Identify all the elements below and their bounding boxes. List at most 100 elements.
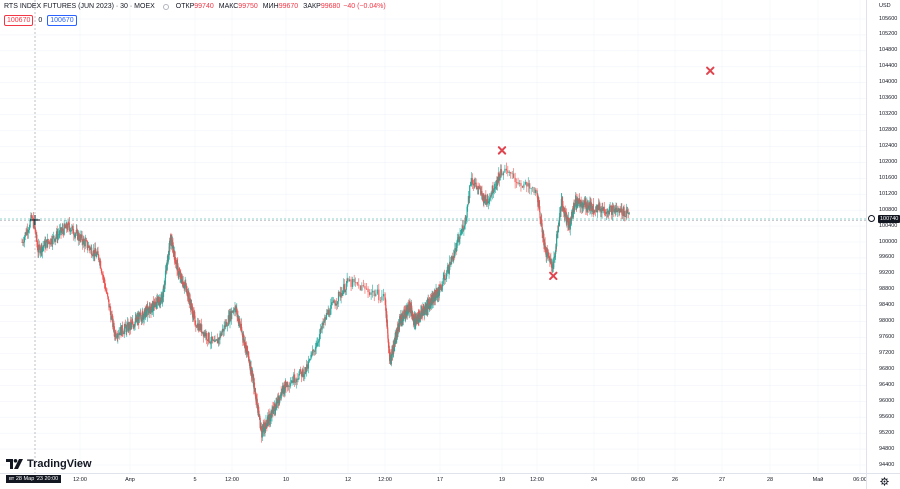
candle-body bbox=[580, 202, 583, 207]
candle-body bbox=[521, 185, 524, 188]
time-tick-label: Май bbox=[812, 477, 824, 483]
candle-body bbox=[523, 184, 525, 188]
price-scale[interactable]: USD 105600 105200 104800 104400 104000 103600… bbox=[866, 0, 900, 473]
candle-body bbox=[254, 389, 256, 394]
candle-body bbox=[265, 426, 268, 428]
candle-body bbox=[113, 323, 115, 332]
candle-body bbox=[451, 256, 453, 265]
candle-body bbox=[543, 243, 546, 247]
candle-body bbox=[158, 301, 161, 305]
candle-body bbox=[221, 328, 224, 333]
tradingview-logo[interactable]: TradingView bbox=[6, 458, 92, 470]
candle-body bbox=[240, 323, 242, 330]
candle-body bbox=[339, 291, 341, 298]
candle-body bbox=[234, 306, 236, 310]
candle-body bbox=[36, 242, 38, 246]
candle-body bbox=[454, 248, 456, 257]
candle-body bbox=[36, 234, 38, 243]
candle-body bbox=[263, 424, 266, 429]
candle-body bbox=[458, 238, 460, 242]
buy-button[interactable]: 100670 bbox=[47, 15, 77, 26]
candle-body bbox=[221, 332, 223, 336]
candle-body bbox=[114, 332, 116, 338]
candle-body bbox=[526, 181, 528, 187]
candle-body bbox=[332, 300, 334, 303]
sell-button[interactable]: 100670 bbox=[4, 15, 34, 26]
candle-body bbox=[517, 182, 519, 184]
candle-body bbox=[359, 285, 361, 291]
candle-body bbox=[272, 407, 275, 412]
candle-body bbox=[618, 208, 620, 213]
candle-body bbox=[80, 234, 83, 238]
candle-body bbox=[112, 323, 114, 327]
candle-body bbox=[213, 340, 215, 342]
candle-body bbox=[381, 296, 383, 301]
candle-body bbox=[627, 212, 629, 214]
price-tick-label: 104800 bbox=[879, 47, 898, 54]
candle-body bbox=[489, 197, 491, 202]
candle-body bbox=[590, 202, 592, 204]
candle-body bbox=[368, 292, 371, 295]
candle-body bbox=[25, 232, 27, 235]
candle-body bbox=[52, 235, 54, 237]
candle-body bbox=[546, 249, 548, 253]
candle-body bbox=[45, 242, 47, 249]
symbol-title[interactable]: RTS INDEX FUTURES (JUN 2023) · 30 · MOEX bbox=[4, 3, 155, 10]
candle-body bbox=[444, 279, 446, 281]
candle-body bbox=[315, 346, 317, 349]
candle-body bbox=[279, 396, 281, 400]
candle-body bbox=[527, 183, 529, 187]
candle-body bbox=[594, 210, 596, 212]
chart-pane[interactable]: RTS INDEX FUTURES (JUN 2023) · 30 · MOEX… bbox=[0, 0, 866, 473]
candle-body bbox=[256, 398, 258, 405]
candle-body bbox=[46, 240, 48, 248]
candle-body bbox=[362, 285, 365, 287]
candle-body bbox=[34, 227, 36, 230]
candle-body bbox=[96, 253, 98, 257]
candle-body bbox=[180, 274, 182, 280]
candle-body bbox=[74, 234, 76, 237]
candle-body bbox=[256, 396, 258, 399]
candle-body bbox=[199, 323, 201, 331]
candle-body bbox=[491, 193, 493, 195]
candle-body bbox=[68, 222, 70, 223]
candle-body bbox=[217, 338, 219, 344]
crosshair-time-label: вт 28 Мар '23 20:00 bbox=[6, 475, 62, 483]
price-chart[interactable] bbox=[0, 0, 866, 473]
candle-body bbox=[303, 374, 305, 377]
time-scale[interactable]: 12:00 Апр 5 12:00 10 12 12:00 17 19 12:00 24 06:00 2… bbox=[0, 473, 867, 489]
candle-body bbox=[121, 325, 123, 333]
candle-body bbox=[57, 234, 59, 239]
candle-body bbox=[286, 382, 288, 388]
candle-body bbox=[487, 201, 490, 203]
candle-body bbox=[562, 205, 564, 208]
candle-body bbox=[237, 314, 239, 321]
high-label: МАКС bbox=[218, 3, 239, 10]
candle-body bbox=[460, 233, 462, 234]
candle-body bbox=[142, 311, 144, 313]
price-scale-mode-icon[interactable] bbox=[868, 215, 875, 222]
time-tick-label: 19 bbox=[498, 477, 506, 483]
candle-body bbox=[164, 285, 166, 287]
candle-body bbox=[373, 290, 375, 297]
close-value: 99680 bbox=[320, 3, 341, 10]
candle-body bbox=[266, 423, 268, 428]
candle-body bbox=[265, 422, 267, 428]
candle-body bbox=[591, 203, 593, 212]
candle-body bbox=[61, 228, 63, 231]
candle-body bbox=[144, 311, 147, 318]
candle-body bbox=[280, 392, 282, 394]
candle-body bbox=[259, 425, 262, 429]
candle-body bbox=[177, 262, 179, 266]
current-price-label: 100740 bbox=[878, 215, 900, 223]
candle-body bbox=[62, 231, 65, 235]
candle-body bbox=[501, 173, 503, 176]
currency-label[interactable]: USD bbox=[879, 3, 891, 9]
candle-body bbox=[541, 219, 543, 224]
candle-body bbox=[89, 247, 91, 250]
candle-body bbox=[235, 309, 237, 313]
chart-settings-button[interactable] bbox=[866, 473, 900, 489]
candle-body bbox=[108, 306, 111, 308]
candle-body bbox=[202, 331, 204, 337]
candle-body bbox=[57, 234, 60, 236]
